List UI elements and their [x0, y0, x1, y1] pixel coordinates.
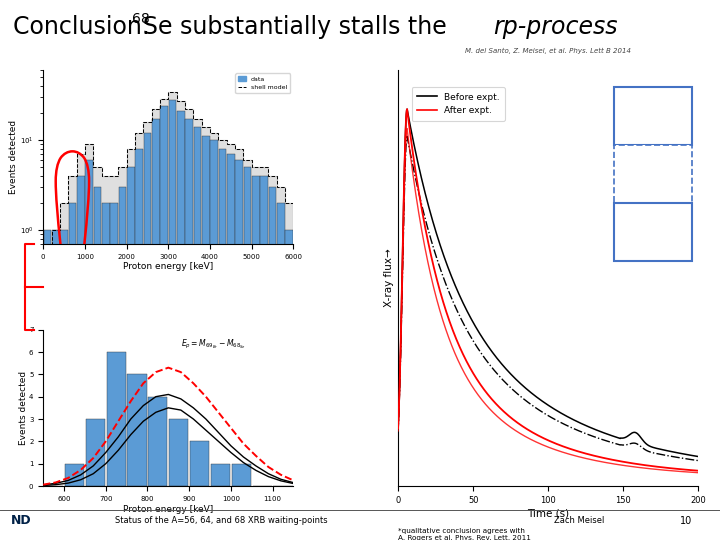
Bar: [77, 176, 84, 540]
Bar: [269, 187, 276, 540]
FancyBboxPatch shape: [614, 87, 693, 145]
Text: rp-process: rp-process: [493, 15, 618, 39]
Text: Conclusion:: Conclusion:: [13, 15, 157, 39]
Text: Br: Br: [648, 165, 671, 183]
X-axis label: Time (s): Time (s): [527, 509, 570, 519]
Bar: [110, 203, 118, 540]
Bar: [219, 149, 226, 540]
Text: Se substantially stalls the: Se substantially stalls the: [143, 15, 454, 39]
X-axis label: Proton energy [keV]: Proton energy [keV]: [123, 262, 213, 272]
Bar: [252, 176, 260, 540]
Bar: [194, 127, 202, 540]
Bar: [190, 441, 210, 486]
Bar: [102, 203, 109, 540]
Bar: [127, 374, 147, 486]
Y-axis label: Events detected: Events detected: [9, 120, 18, 194]
X-axis label: Proton energy [keV]: Proton energy [keV]: [123, 504, 213, 514]
Text: ND: ND: [11, 514, 32, 528]
Bar: [202, 137, 210, 540]
Bar: [94, 187, 102, 540]
Bar: [185, 119, 193, 540]
Y-axis label: Events detected: Events detected: [19, 371, 27, 445]
Text: Kr: Kr: [648, 107, 671, 125]
Bar: [86, 419, 105, 486]
Text: 68: 68: [621, 207, 632, 217]
Bar: [285, 230, 293, 540]
Bar: [161, 106, 168, 540]
Bar: [169, 419, 189, 486]
Text: 68: 68: [132, 12, 150, 26]
Bar: [144, 133, 151, 540]
Bar: [227, 154, 235, 540]
Bar: [210, 140, 218, 540]
Bar: [177, 111, 185, 540]
Text: M. del Santo, Z. Meisel, et al. Phys. Lett B 2014: M. del Santo, Z. Meisel, et al. Phys. Le…: [465, 48, 631, 53]
Bar: [232, 464, 251, 486]
Bar: [127, 167, 135, 540]
Bar: [43, 230, 51, 540]
Bar: [107, 352, 126, 486]
Bar: [85, 160, 93, 540]
Bar: [65, 464, 84, 486]
Bar: [60, 230, 68, 540]
Bar: [152, 119, 160, 540]
Bar: [119, 187, 126, 540]
FancyBboxPatch shape: [614, 203, 693, 261]
Bar: [168, 100, 176, 540]
Text: $E_p = M_{69_{Br}} - M_{68_{Se}}$: $E_p = M_{69_{Br}} - M_{68_{Se}}$: [181, 338, 246, 350]
Bar: [135, 149, 143, 540]
Bar: [244, 167, 251, 540]
Bar: [277, 203, 285, 540]
Bar: [148, 397, 168, 486]
Bar: [52, 230, 60, 540]
Bar: [68, 203, 76, 540]
Text: *qualitative conclusion agrees with
A. Rogers et al. Phys. Rev. Lett. 2011: *qualitative conclusion agrees with A. R…: [398, 528, 531, 540]
Bar: [261, 176, 268, 540]
FancyBboxPatch shape: [614, 145, 693, 203]
Legend: data, shell model: data, shell model: [235, 73, 290, 93]
Text: 70: 70: [621, 91, 632, 100]
Text: Se: Se: [647, 224, 672, 241]
Bar: [235, 160, 243, 540]
Text: Status of the A=56, 64, and 68 XRB waiting-points: Status of the A=56, 64, and 68 XRB waiti…: [115, 516, 328, 525]
Legend: Before expt., After expt.: Before expt., After expt.: [412, 87, 505, 120]
Text: Zach Meisel: Zach Meisel: [554, 516, 605, 525]
Text: 10: 10: [680, 516, 693, 526]
Y-axis label: X-ray flux→: X-ray flux→: [384, 249, 394, 307]
Bar: [211, 464, 230, 486]
Text: 69: 69: [621, 149, 632, 158]
